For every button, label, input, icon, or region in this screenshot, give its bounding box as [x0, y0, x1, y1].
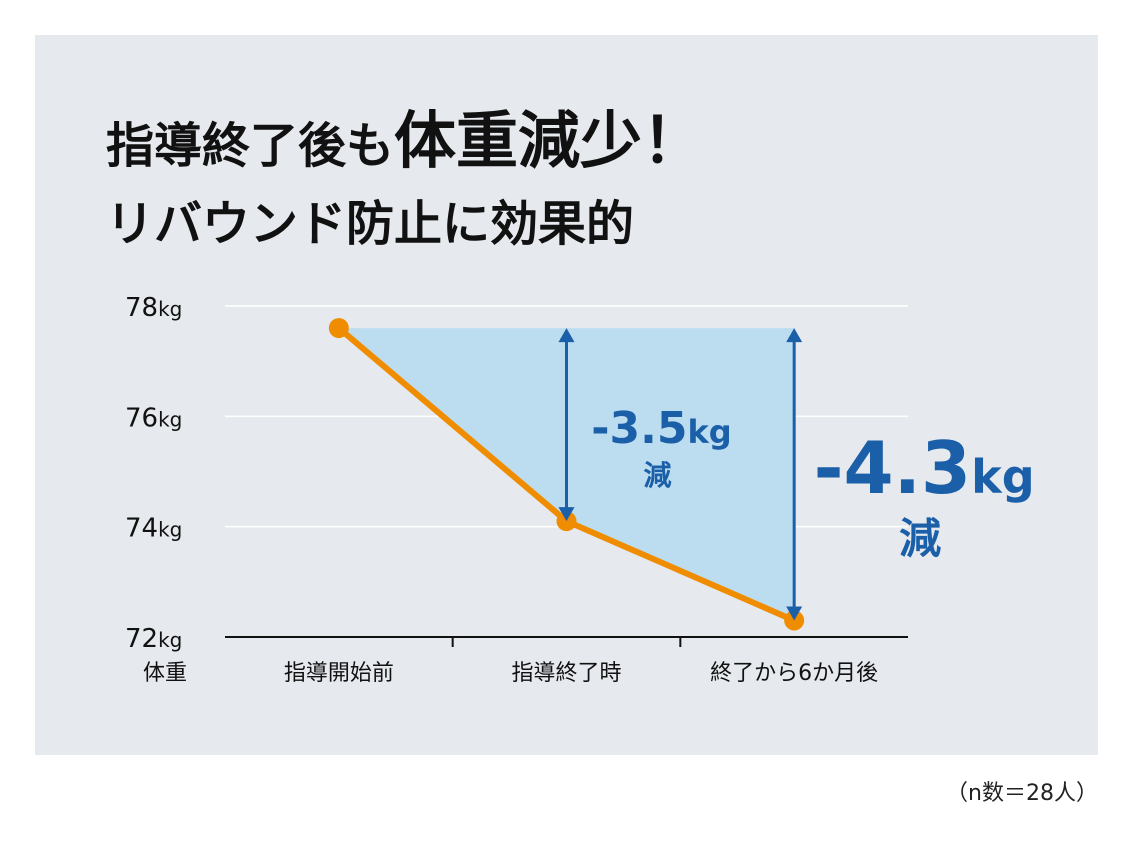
annotation-unit: kg	[971, 450, 1035, 504]
data-point	[328, 318, 349, 339]
y-tick-value: 74	[125, 514, 158, 544]
y-tick-label: 74kg	[125, 514, 182, 544]
note: （n数＝28人）	[946, 781, 1098, 806]
x-tick-label: 終了から6か月後	[710, 661, 878, 686]
y-tick-label: 76kg	[125, 403, 182, 433]
y-tick-unit: kg	[158, 628, 182, 652]
x-tick-label: 指導開始前	[284, 661, 394, 686]
title-part: 指導終了後も	[106, 118, 394, 174]
title: 指導終了後も体重減少！	[106, 104, 704, 177]
y-tick-value: 78	[125, 293, 158, 323]
annotation-label: -4.3kg	[814, 426, 1035, 510]
annotation-value: -4.3	[814, 426, 971, 510]
y-tick-value: 76	[125, 403, 158, 433]
y-tick-unit: kg	[158, 297, 182, 321]
x-tick-label: 指導終了時	[511, 661, 621, 686]
arrow-head	[786, 606, 803, 621]
annotation-sub: 減	[899, 514, 941, 563]
y-axis-label: 体重	[143, 661, 187, 686]
title-part: 体重減少！	[394, 104, 704, 177]
annotation-sub: 減	[643, 459, 671, 492]
annotation-unit: kg	[688, 413, 732, 451]
arrow-head	[786, 328, 803, 343]
arrow-head	[558, 328, 575, 343]
y-tick-unit: kg	[158, 518, 182, 542]
y-tick-label: 72kg	[125, 624, 182, 654]
annotation-value: -3.5	[591, 403, 687, 454]
subtitle: リバウンド防止に効果的	[106, 196, 634, 252]
y-tick-unit: kg	[158, 407, 182, 431]
annotation-label: -3.5kg	[591, 403, 731, 454]
y-tick-value: 72	[125, 624, 158, 654]
arrow-head	[558, 507, 575, 522]
y-tick-label: 78kg	[125, 293, 182, 323]
